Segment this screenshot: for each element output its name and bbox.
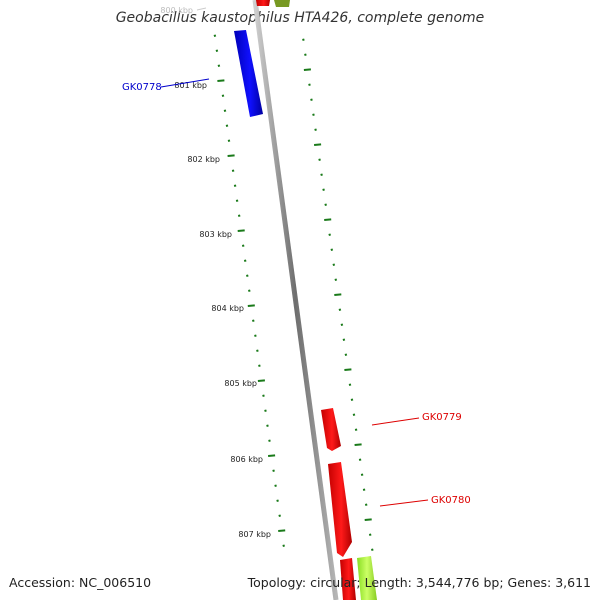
gene-gk0779[interactable]: [321, 408, 341, 451]
gc-tick: [223, 109, 227, 112]
gc-tick: [340, 323, 344, 326]
gc-tick: [268, 439, 271, 442]
tick-802-kbp: 802 kbp: [187, 155, 220, 164]
gc-tick: [371, 548, 374, 551]
gc-tick: [278, 529, 286, 532]
gc-tick: [217, 79, 225, 82]
gc-tick: [266, 424, 269, 427]
gc-tick: [282, 544, 285, 547]
gc-tick: [328, 233, 331, 236]
gc-tick: [233, 184, 237, 187]
gc-tick: [217, 64, 221, 67]
tick-803-kbp: 803 kbp: [199, 230, 232, 239]
genome-summary-text: Topology: circular; Length: 3,544,776 bp…: [247, 575, 591, 590]
gc-tick: [364, 503, 368, 506]
gc-tick: [334, 278, 338, 281]
gene-top-red-fragment: [256, 0, 270, 6]
gc-tick: [350, 398, 354, 401]
tick-801-kbp: 801 kbp: [174, 81, 207, 90]
gene-gk0778[interactable]: [234, 30, 263, 117]
gc-tick: [256, 349, 259, 352]
gc-tick: [243, 259, 247, 262]
genome-backbone: [252, 0, 339, 600]
gc-tick: [344, 368, 352, 371]
gc-tick: [314, 128, 317, 131]
gene-gk0780-leader: [379, 499, 429, 507]
gene-bottom-lime-fragment: [357, 556, 377, 600]
gc-tick: [360, 473, 364, 476]
gc-tick: [252, 319, 255, 322]
gc-tick: [247, 304, 255, 307]
gc-tick: [276, 499, 279, 502]
gc-tick: [225, 124, 229, 127]
gc-tick: [352, 413, 356, 416]
gc-tick: [257, 379, 265, 382]
gc-tick: [324, 218, 332, 221]
gene-gk0779-leader: [371, 417, 420, 426]
gc-tick: [334, 293, 342, 296]
gc-tick: [304, 53, 307, 56]
gc-tick: [310, 98, 313, 101]
gc-tick: [254, 334, 257, 337]
gene-gk0778-leader: [160, 78, 210, 88]
gc-track-outer: [302, 38, 374, 551]
gc-tick: [237, 229, 245, 232]
gc-tick: [303, 68, 311, 71]
gc-tick: [248, 289, 251, 292]
gc-tick: [268, 454, 276, 457]
gc-tick: [332, 263, 336, 266]
gc-tick: [330, 248, 334, 251]
tick-807-kbp: 807 kbp: [238, 530, 271, 539]
tick-804-kbp: 804 kbp: [211, 304, 244, 313]
gc-tick: [312, 113, 315, 116]
gc-tick: [258, 364, 261, 367]
gc-tick: [272, 469, 275, 472]
gc-tick: [320, 173, 323, 176]
gc-tick: [364, 518, 372, 521]
gc-tick: [227, 139, 231, 142]
gene-bottom-red-fragment: [340, 558, 356, 600]
gc-tick: [264, 409, 267, 412]
tick-806-kbp: 806 kbp: [230, 455, 263, 464]
gc-track-inner: [213, 34, 286, 547]
gc-tick: [318, 158, 321, 161]
gc-tick: [338, 308, 342, 311]
gc-tick: [322, 188, 325, 191]
gene-top-olive-fragment: [274, 0, 290, 7]
accession-text: Accession: NC_006510: [9, 575, 152, 590]
tick-805-kbp: 805 kbp: [224, 379, 257, 388]
gc-tick: [302, 38, 305, 41]
gc-tick: [213, 34, 217, 37]
gc-tick: [215, 49, 219, 52]
gc-tick: [237, 214, 241, 217]
gc-tick: [227, 154, 235, 157]
gc-tick: [274, 484, 277, 487]
gc-tick: [314, 143, 322, 146]
gene-gk0778-label[interactable]: GK0778: [122, 82, 162, 93]
tick-800-kbp: 800 kbp: [160, 6, 193, 15]
gc-tick: [278, 514, 281, 517]
page-title: Geobacillus kaustophilus HTA426, complet…: [115, 10, 485, 26]
gc-tick: [241, 244, 245, 247]
scale-labels: 800 kbp 801 kbp 802 kbp 803 kbp 804 kbp …: [160, 6, 271, 539]
gc-tick: [246, 274, 249, 277]
gc-tick: [344, 353, 348, 356]
gc-tick: [354, 428, 358, 431]
gc-tick: [368, 533, 372, 536]
gc-tick: [262, 394, 265, 397]
gc-tick: [354, 443, 362, 446]
gene-gk0780-label[interactable]: GK0780: [431, 495, 471, 506]
gc-tick: [324, 203, 327, 206]
gene-gk0779-label[interactable]: GK0779: [422, 412, 462, 423]
gc-tick: [231, 169, 235, 172]
gc-tick: [235, 199, 239, 202]
gene-gk0780[interactable]: [328, 462, 352, 557]
gc-tick: [348, 383, 352, 386]
gc-tick: [362, 488, 366, 491]
gc-tick: [358, 458, 362, 461]
gc-tick: [308, 83, 311, 86]
gc-tick: [342, 338, 346, 341]
gc-tick: [221, 94, 225, 97]
